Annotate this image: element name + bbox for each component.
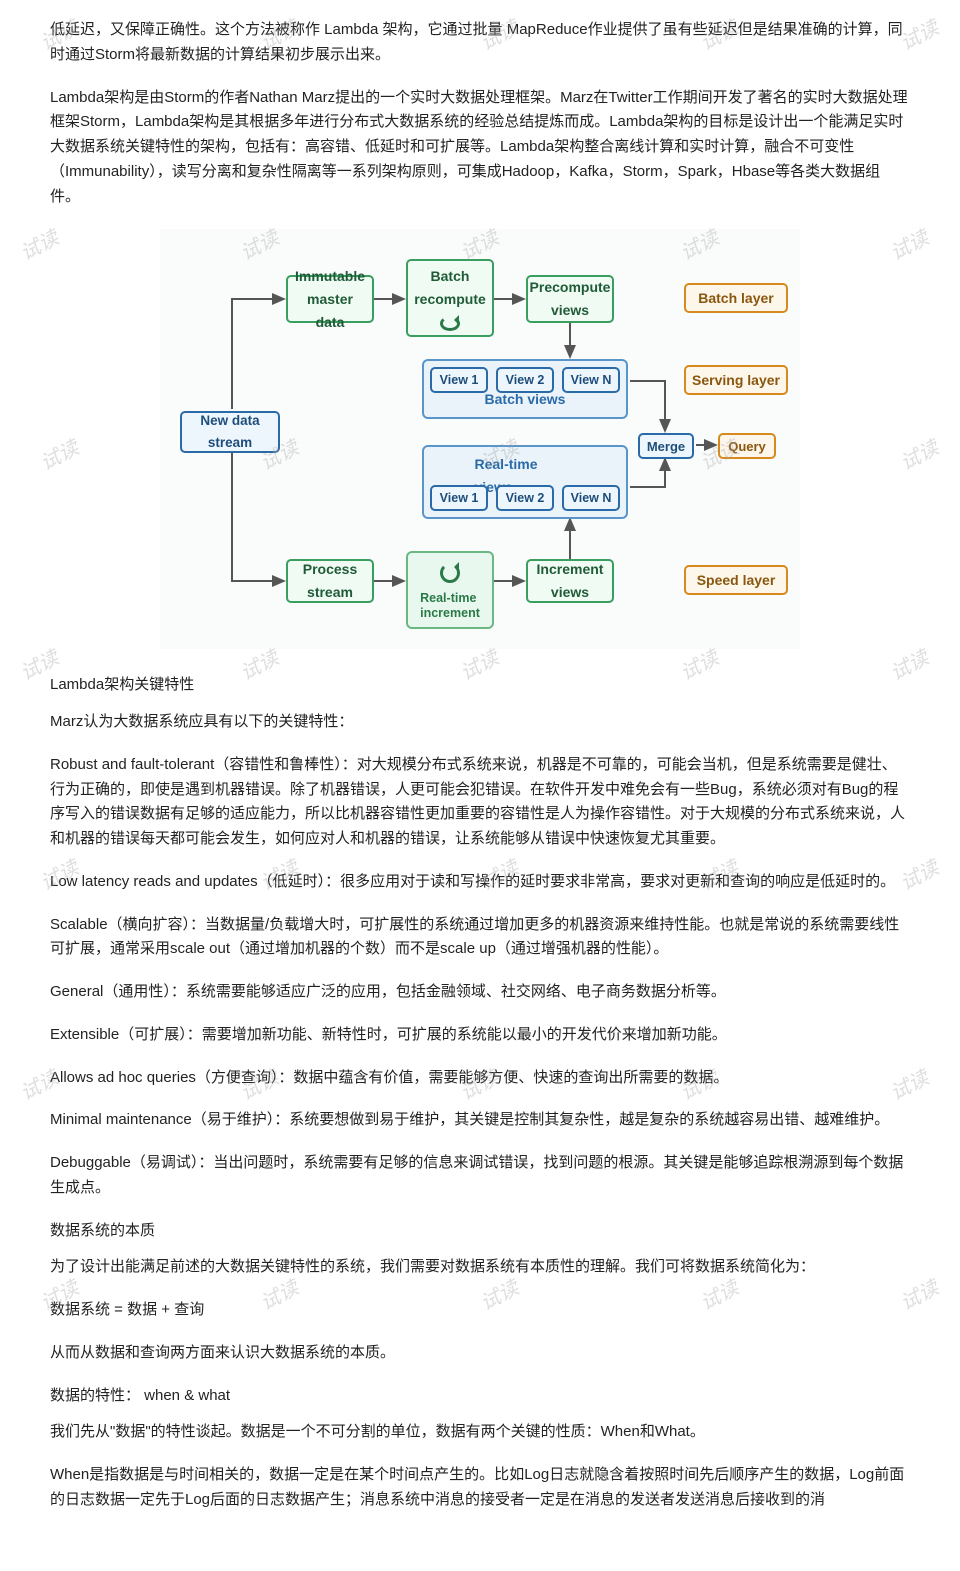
heading-essence: 数据系统的本质 <box>50 1219 910 1244</box>
batch-layer-label: Batch layer <box>684 283 788 313</box>
refresh-icon <box>440 316 460 331</box>
batch-recompute-box: Batch recompute <box>406 259 494 337</box>
process-stream-box: Process stream <box>286 559 374 603</box>
lambda-architecture-diagram: Batch layer Serving layer Speed layer Im… <box>160 229 800 649</box>
paragraph: 低延迟，又保障正确性。这个方法被称作 Lambda 架构，它通过批量 MapRe… <box>50 18 910 68</box>
precompute-views-box: Precompute views <box>526 275 614 323</box>
document-page: 低延迟，又保障正确性。这个方法被称作 Lambda 架构，它通过批量 MapRe… <box>0 0 960 1571</box>
immutable-master-data-box: Immutable master data <box>286 275 374 323</box>
rt-view2: View 2 <box>496 485 554 511</box>
realtime-increment-panel: Real-time increment <box>406 551 494 629</box>
paragraph: Minimal maintenance（易于维护）：系统要想做到易于维护，其关键… <box>50 1108 910 1133</box>
paragraph: Debuggable（易调试）：当出问题时，系统需要有足够的信息来调试错误，找到… <box>50 1151 910 1201</box>
paragraph: 数据系统 = 数据 + 查询 <box>50 1298 910 1323</box>
paragraph: Extensible（可扩展）：需要增加新功能、新特性时，可扩展的系统能以最小的… <box>50 1023 910 1048</box>
heading-features: Lambda架构关键特性 <box>50 673 910 698</box>
batch-view2: View 2 <box>496 367 554 393</box>
paragraph: 为了设计出能满足前述的大数据关键特性的系统，我们需要对数据系统有本质性的理解。我… <box>50 1255 910 1280</box>
paragraph: General（通用性）：系统需要能够适应广泛的应用，包括金融领域、社交网络、电… <box>50 980 910 1005</box>
query-box: Query <box>718 433 776 459</box>
paragraph: 从而从数据和查询两方面来认识大数据系统的本质。 <box>50 1341 910 1366</box>
serving-layer-label: Serving layer <box>684 365 788 395</box>
batch-recompute-text: Batch recompute <box>414 265 486 311</box>
merge-box: Merge <box>638 433 694 459</box>
paragraph: Scalable（横向扩容）：当数据量/负载增大时，可扩展性的系统通过增加更多的… <box>50 913 910 963</box>
increment-views-box: Increment views <box>526 559 614 603</box>
rt-viewn: View N <box>562 485 620 511</box>
paragraph: When是指数据是与时间相关的，数据一定是在某个时间点产生的。比如Log日志就隐… <box>50 1463 910 1513</box>
refresh-icon <box>440 563 460 583</box>
new-data-stream-box: New data stream <box>180 411 280 453</box>
realtime-increment-label: Real-time increment <box>420 591 480 621</box>
paragraph: Low latency reads and updates（低延时）：很多应用对… <box>50 870 910 895</box>
paragraph: Robust and fault-tolerant（容错性和鲁棒性）：对大规模分… <box>50 753 910 852</box>
batch-viewn: View N <box>562 367 620 393</box>
paragraph: Allows ad hoc queries（方便查询）：数据中蕴含有价值，需要能… <box>50 1066 910 1091</box>
paragraph: Lambda架构是由Storm的作者Nathan Marz提出的一个实时大数据处… <box>50 86 910 210</box>
paragraph: 我们先从"数据"的特性谈起。数据是一个不可分割的单位，数据有两个关键的性质：Wh… <box>50 1420 910 1445</box>
heading-when-what: 数据的特性： when & what <box>50 1384 910 1409</box>
batch-view1: View 1 <box>430 367 488 393</box>
rt-view1: View 1 <box>430 485 488 511</box>
paragraph: Marz认为大数据系统应具有以下的关键特性： <box>50 710 910 735</box>
speed-layer-label: Speed layer <box>684 565 788 595</box>
